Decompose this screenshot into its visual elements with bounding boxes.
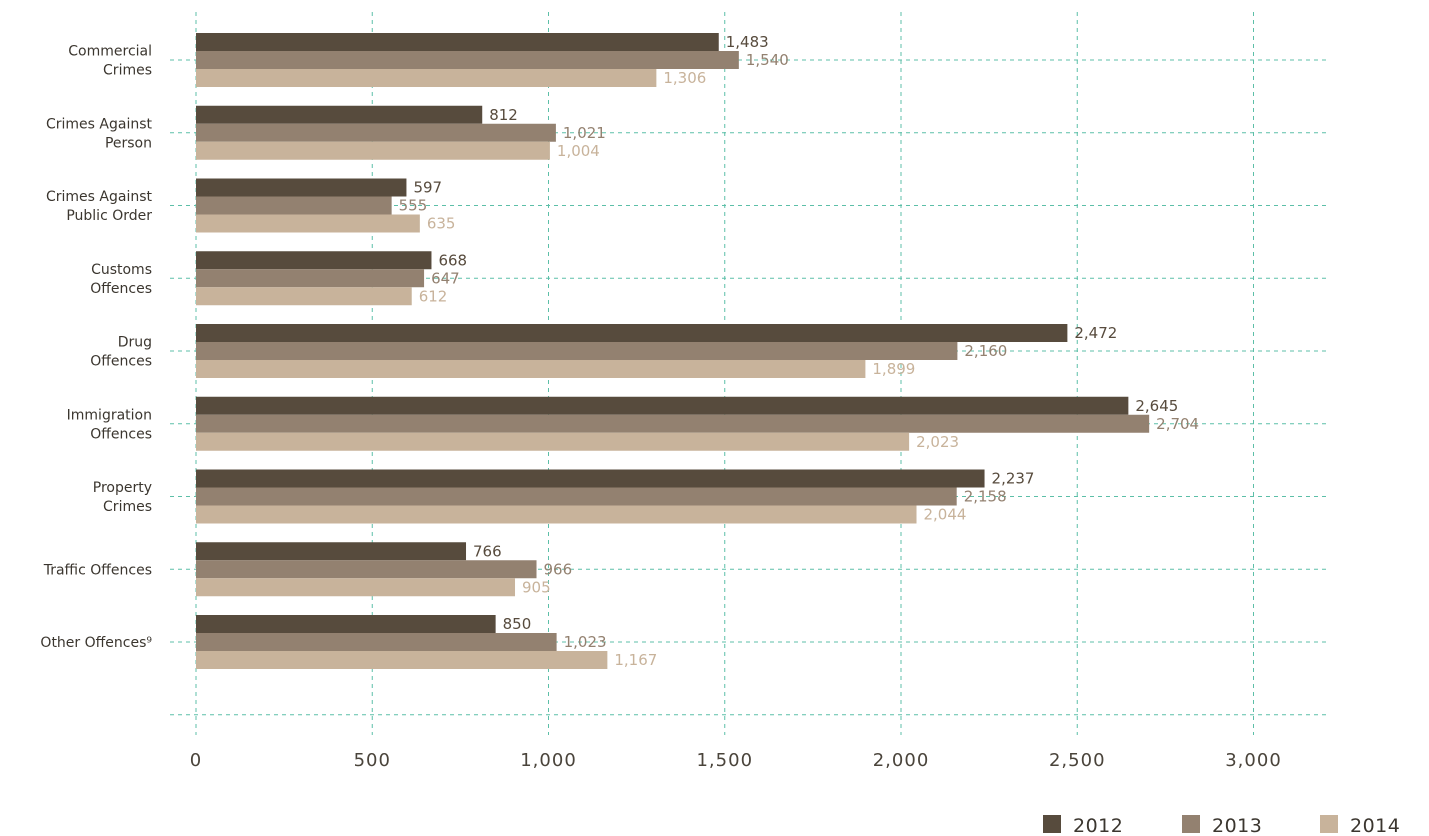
value-label-2012-0: 1,483	[726, 33, 769, 51]
value-label-2013-3: 647	[431, 269, 460, 287]
x-tick-label-5: 2,500	[1049, 750, 1106, 771]
bar-2012-6	[196, 469, 985, 488]
category-label-8: Other Offences⁹	[40, 635, 152, 651]
category-label-line: Crimes	[103, 63, 152, 79]
category-label-line: Property	[93, 480, 152, 496]
value-label-2013-7: 966	[544, 560, 573, 578]
value-label-2012-7: 766	[473, 542, 502, 560]
bar-2012-1	[196, 105, 483, 124]
legend-label-2014: 2014	[1350, 815, 1400, 836]
bar-2014-0	[196, 69, 657, 87]
bar-2014-8	[196, 651, 608, 669]
value-label-2012-1: 812	[489, 106, 518, 124]
value-label-2013-8: 1,023	[564, 633, 607, 651]
bar-2014-6	[196, 505, 917, 524]
bar-2012-3	[196, 251, 432, 270]
bar-2013-5	[196, 414, 1150, 433]
value-label-2013-4: 2,160	[964, 342, 1007, 360]
value-label-2012-3: 668	[438, 251, 467, 269]
category-label-7: Traffic Offences	[43, 562, 152, 578]
value-label-2012-8: 850	[503, 615, 532, 633]
value-label-2014-7: 905	[522, 578, 551, 596]
category-label-line: Offences	[90, 354, 152, 370]
category-label-5: Immigration Offences	[67, 407, 152, 442]
value-label-2014-5: 2,023	[916, 433, 959, 451]
value-label-2012-2: 597	[413, 179, 442, 197]
value-label-2013-0: 1,540	[746, 51, 789, 69]
legend-label-2012: 2012	[1073, 815, 1123, 836]
category-label-line: Commercial	[68, 44, 152, 60]
x-axis-ticks: 0 500 1,000 1,500 2,000 2,500 3,000	[190, 750, 1282, 771]
category-label-line: Offences	[90, 426, 152, 442]
bar-2012-4	[196, 324, 1068, 342]
bar-2014-5	[196, 432, 910, 451]
bar-2014-2	[196, 214, 420, 233]
bar-2012-2	[196, 178, 407, 197]
bar-2012-7	[196, 542, 467, 561]
value-label-2013-5: 2,704	[1156, 415, 1199, 433]
bar-2012-8	[196, 615, 496, 633]
category-label-4: Drug Offences	[90, 335, 152, 370]
legend-swatch-2013	[1182, 815, 1200, 833]
bar-2013-1	[196, 123, 556, 142]
category-label-0: Commercial Crimes	[68, 44, 152, 79]
legend-swatch-2012	[1043, 815, 1061, 833]
category-label-line: Offences	[90, 281, 152, 297]
category-label-line: Immigration	[67, 407, 152, 423]
value-label-2013-6: 2,158	[964, 488, 1007, 506]
value-label-2014-1: 1,004	[557, 142, 600, 160]
legend-label-2013: 2013	[1212, 815, 1262, 836]
category-label-3: Customs Offences	[90, 262, 152, 297]
bar-2014-7	[196, 578, 516, 597]
bar-2013-3	[196, 269, 425, 288]
category-label-line: Crimes Against	[46, 189, 153, 205]
value-label-2014-4: 1,899	[872, 360, 915, 378]
bar-2013-2	[196, 196, 392, 215]
category-label-line: Other Offences⁹	[40, 635, 152, 651]
value-label-2014-2: 635	[427, 215, 456, 233]
x-tick-label-6: 3,000	[1225, 750, 1282, 771]
bar-2014-1	[196, 141, 550, 160]
category-label-6: Property Crimes	[93, 480, 152, 515]
category-label-line: Traffic Offences	[43, 562, 152, 578]
value-label-2012-4: 2,472	[1074, 324, 1117, 342]
bar-2013-6	[196, 487, 957, 506]
bar-2013-4	[196, 342, 958, 360]
category-label-line: Customs	[91, 262, 152, 278]
legend-swatch-2014	[1320, 815, 1338, 833]
value-label-2014-6: 2,044	[924, 506, 967, 524]
bar-2014-3	[196, 287, 412, 306]
category-label-2: Crimes Against Public Order	[46, 189, 153, 224]
value-label-2014-8: 1,167	[614, 651, 657, 669]
value-label-2013-2: 555	[399, 197, 428, 215]
bar-2012-0	[196, 33, 719, 51]
category-label-line: Crimes	[103, 499, 152, 515]
bar-2013-8	[196, 633, 557, 651]
bar-2012-5	[196, 396, 1129, 415]
value-label-2014-0: 1,306	[663, 69, 706, 87]
category-label-line: Drug	[118, 335, 152, 351]
category-label-1: Crimes Against Person	[46, 116, 153, 151]
value-label-2014-3: 612	[419, 287, 448, 305]
value-label-2013-1: 1,021	[563, 124, 606, 142]
category-label-line: Person	[105, 135, 152, 151]
bars	[196, 33, 1150, 669]
x-tick-label-2: 1,000	[520, 750, 577, 771]
x-tick-label-0: 0	[190, 750, 202, 771]
legend: 2012 2013 2014	[1043, 815, 1400, 836]
value-label-2012-5: 2,645	[1135, 397, 1178, 415]
bar-2013-7	[196, 560, 537, 579]
category-label-line: Crimes Against	[46, 116, 153, 132]
x-tick-label-3: 1,500	[696, 750, 753, 771]
value-label-2012-6: 2,237	[992, 470, 1035, 488]
x-tick-label-1: 500	[354, 750, 391, 771]
category-label-line: Public Order	[66, 208, 152, 224]
x-tick-label-4: 2,000	[873, 750, 930, 771]
bar-2013-0	[196, 51, 739, 69]
bar-2014-4	[196, 360, 866, 378]
